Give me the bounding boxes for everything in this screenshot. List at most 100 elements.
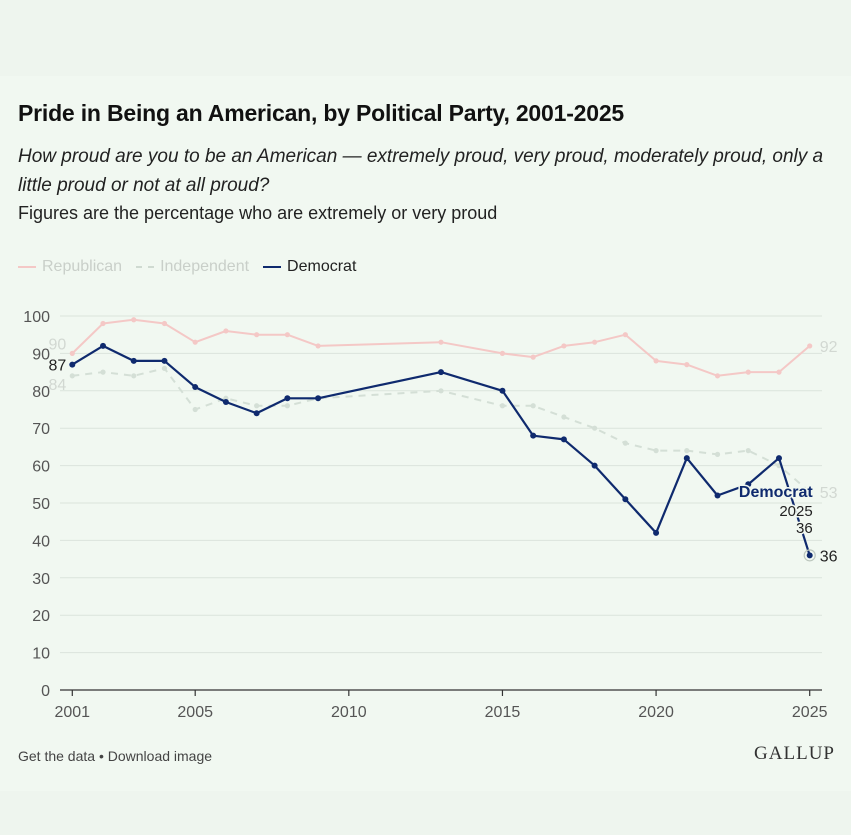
chart-card — [0, 76, 851, 791]
x-tick-label-2025: 2025 — [792, 704, 828, 721]
data-point-republican-2015 — [499, 350, 506, 356]
data-point-democrat-2017 — [560, 436, 567, 443]
start-label-democrat: 87 — [48, 358, 66, 375]
legend: Republican Independent Democrat — [18, 258, 370, 276]
data-point-democrat-2008 — [284, 395, 291, 402]
series-line-democrat — [71, 344, 811, 556]
data-point-independent-2022 — [714, 451, 721, 457]
data-point-independent-2003 — [131, 373, 137, 379]
tooltip-year: 2025 — [779, 503, 812, 520]
legend-item-democrat[interactable]: Democrat — [263, 258, 356, 276]
chart-title: Pride in Being an American, by Political… — [18, 100, 625, 126]
data-point-independent-2018 — [592, 425, 598, 431]
data-point-democrat-2015 — [499, 387, 506, 394]
y-tick-label-40: 40 — [32, 533, 50, 550]
x-tick-label-2005: 2005 — [177, 704, 213, 721]
data-point-republican-2013 — [438, 339, 444, 345]
data-point-republican-2022 — [714, 373, 721, 379]
data-point-democrat-2002 — [100, 342, 107, 349]
data-point-independent-2008 — [284, 403, 290, 409]
data-point-democrat-2004 — [161, 357, 168, 364]
data-point-democrat-2018 — [591, 462, 598, 469]
data-point-independent-2001 — [69, 373, 75, 379]
legend-label-democrat: Democrat — [287, 258, 357, 275]
data-point-independent-2017 — [561, 414, 567, 420]
x-tick-label-2010: 2010 — [331, 704, 367, 721]
chart-note: Figures are the percentage who are extre… — [18, 203, 498, 223]
data-point-democrat-2024 — [775, 455, 782, 462]
data-point-democrat-2007 — [253, 410, 260, 417]
y-tick-label-20: 20 — [32, 608, 50, 625]
y-tick-label-70: 70 — [32, 421, 50, 438]
legend-swatch-democrat — [263, 266, 282, 268]
data-point-independent-2004 — [161, 365, 168, 371]
data-point-independent-2020 — [653, 448, 659, 454]
data-point-independent-2005 — [192, 406, 198, 413]
legend-swatch-republican — [18, 266, 36, 268]
data-point-republican-2020 — [653, 358, 659, 364]
start-label-republican: 90 — [48, 336, 66, 353]
data-point-republican-2007 — [254, 332, 260, 338]
end-label-republican: 92 — [820, 339, 838, 356]
data-point-republican-2017 — [561, 343, 567, 349]
x-tick-label-2001: 2001 — [54, 704, 90, 721]
data-point-republican-2002 — [100, 320, 106, 327]
legend-item-independent[interactable]: Independent — [136, 258, 249, 276]
data-point-republican-2023 — [745, 369, 751, 375]
x-tick-label-2020: 2020 — [638, 704, 674, 721]
tooltip-series: Democrat — [739, 484, 813, 501]
hover-ring — [803, 549, 816, 562]
data-point-democrat-2020 — [653, 529, 660, 536]
data-point-democrat-2025 — [806, 552, 813, 559]
y-tick-label-10: 10 — [32, 646, 50, 663]
data-point-democrat-2013 — [438, 369, 444, 376]
data-point-democrat-2022 — [714, 492, 721, 499]
legend-swatch-independent — [136, 266, 155, 268]
data-point-independent-2015 — [499, 403, 506, 409]
footer-separator: • — [95, 748, 108, 764]
data-point-republican-2004 — [161, 320, 168, 327]
data-point-democrat-2005 — [192, 384, 199, 391]
chart-subtitle: How proud are you to be an American — ex… — [18, 146, 824, 196]
y-tick-label-80: 80 — [32, 384, 50, 401]
end-label-independent: 53 — [820, 485, 838, 502]
get-data-link[interactable]: Get the data — [18, 748, 96, 764]
data-point-republican-2008 — [284, 332, 290, 338]
y-tick-label-30: 30 — [32, 571, 50, 588]
legend-item-republican[interactable]: Republican — [18, 258, 122, 276]
data-point-independent-2021 — [684, 448, 690, 454]
legend-label-republican: Republican — [42, 258, 123, 275]
data-point-republican-2018 — [592, 339, 598, 345]
series-line-republican — [71, 318, 811, 377]
footer-links: Get the data • Download image — [18, 748, 212, 764]
data-point-republican-2005 — [192, 339, 198, 345]
data-point-independent-2013 — [438, 388, 444, 394]
tooltip-value: 36 — [796, 520, 813, 537]
y-tick-label-90: 90 — [32, 346, 50, 363]
data-point-democrat-2009 — [315, 395, 322, 402]
data-point-republican-2019 — [622, 332, 628, 338]
data-point-democrat-2023 — [745, 481, 752, 488]
data-point-democrat-2016 — [530, 432, 537, 439]
data-point-democrat-2003 — [130, 357, 137, 364]
data-point-republican-2009 — [315, 343, 321, 349]
data-point-republican-2016 — [530, 354, 536, 360]
y-tick-label-0: 0 — [41, 683, 50, 700]
data-point-republican-2021 — [684, 362, 690, 368]
data-point-independent-2007 — [254, 403, 260, 409]
y-tick-label-60: 60 — [32, 459, 50, 476]
data-point-democrat-2006 — [222, 399, 229, 406]
data-point-independent-2019 — [622, 440, 628, 446]
data-point-democrat-2001 — [69, 361, 76, 368]
data-point-independent-2025 — [807, 489, 813, 495]
data-point-independent-2023 — [745, 448, 751, 454]
download-image-link[interactable]: Download image — [107, 748, 213, 764]
legend-label-independent: Independent — [160, 258, 250, 275]
end-label-democrat: 36 — [820, 548, 838, 565]
x-tick-label-2015: 2015 — [485, 704, 521, 721]
data-point-independent-2016 — [530, 403, 536, 409]
data-point-republican-2025 — [807, 343, 813, 349]
data-point-democrat-2019 — [622, 496, 629, 503]
y-tick-label-100: 100 — [23, 309, 50, 326]
